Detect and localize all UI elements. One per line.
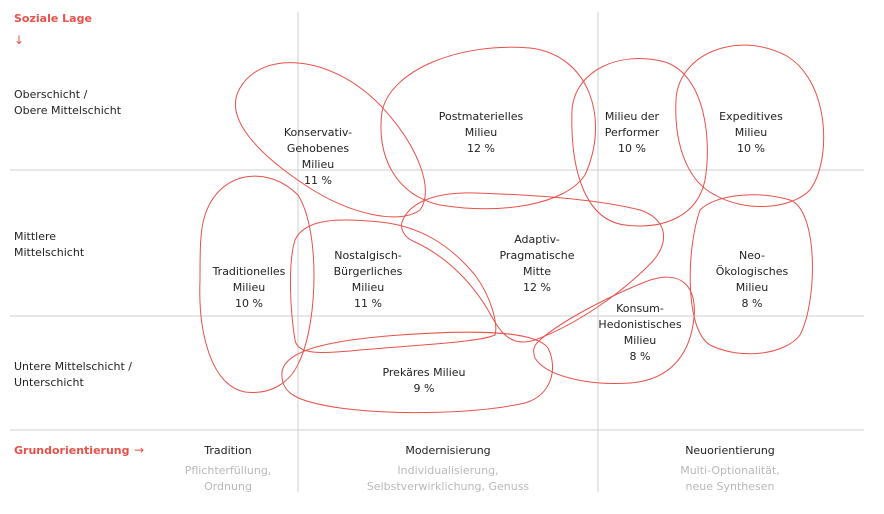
label-traditionell: Traditionelles Milieu 10 % <box>212 265 286 310</box>
outline-performer <box>571 58 708 227</box>
x-axis-title: Grundorientierung <box>14 444 129 457</box>
milieu-share: 11 % <box>354 297 382 310</box>
grid <box>10 12 864 492</box>
milieu-name-line: Adaptiv- <box>514 233 560 246</box>
milieu-name-line: Bürgerliches <box>334 265 403 278</box>
label-prekaer: Prekäres Milieu 9 % <box>382 366 465 395</box>
y-axis-title: Soziale Lage <box>14 12 92 25</box>
milieu-outlines <box>199 44 825 414</box>
x-axis-arrow: → <box>134 443 144 457</box>
milieu-name-line: Hedonistisches <box>598 318 681 331</box>
milieu-name-line: Prekäres Milieu <box>382 366 465 379</box>
milieu-share: 10 % <box>737 142 765 155</box>
milieu-name-line: Pragmatische <box>499 249 574 262</box>
label-nostalgisch: Nostalgisch- Bürgerliches Milieu 11 % <box>334 249 403 310</box>
milieu-name-line: Milieu <box>352 281 384 294</box>
column-sub-tradition-2: Ordnung <box>204 480 252 493</box>
outline-postmateriell <box>380 46 597 210</box>
label-performer: Milieu der Performer 10 % <box>605 110 660 155</box>
milieu-share: 9 % <box>414 382 435 395</box>
milieu-name-line: Postmaterielles <box>439 110 524 123</box>
milieu-share: 8 % <box>630 350 651 363</box>
outline-expeditiv <box>675 44 825 207</box>
milieu-share: 8 % <box>742 297 763 310</box>
milieu-name-line: Nostalgisch- <box>334 249 402 262</box>
outline-konservativ <box>234 62 426 218</box>
milieu-name-line: Milieu <box>735 126 767 139</box>
row-label-middle-2: Mittelschicht <box>14 246 85 259</box>
row-label-upper-2: Obere Mittelschicht <box>14 104 122 117</box>
milieu-name-line: Milieu <box>233 281 265 294</box>
milieu-name-line: Neo- <box>739 249 765 262</box>
column-title-tradition: Tradition <box>203 444 252 457</box>
milieu-name-line: Performer <box>605 126 660 139</box>
milieu-name-line: Milieu <box>624 334 656 347</box>
outline-prekaer <box>281 331 553 414</box>
milieu-name-line: Traditionelles <box>212 265 286 278</box>
milieu-share: 11 % <box>304 174 332 187</box>
row-label-lower-1: Untere Mittelschicht / <box>14 360 132 373</box>
outline-traditionell <box>199 175 315 394</box>
milieu-name-line: Ökologisches <box>716 265 789 278</box>
milieu-share: 10 % <box>235 297 263 310</box>
milieu-name-line: Gehobenes <box>287 142 349 155</box>
row-label-upper-1: Oberschicht / <box>14 88 88 101</box>
outline-adaptiv <box>401 192 664 343</box>
column-sub-modernisierung-1: Individualisierung, <box>397 464 498 477</box>
column-title-modernisierung: Modernisierung <box>405 444 490 457</box>
outline-konsum <box>533 276 695 384</box>
label-neooeko: Neo- Ökologisches Milieu 8 % <box>716 249 789 310</box>
column-sub-neuorientierung-2: neue Synthesen <box>686 480 775 493</box>
label-postmateriell: Postmaterielles Milieu 12 % <box>439 110 524 155</box>
label-expeditiv: Expeditives Milieu 10 % <box>719 110 783 155</box>
milieu-name-line: Milieu <box>302 158 334 171</box>
milieu-name-line: Milieu der <box>605 110 660 123</box>
column-sub-neuorientierung-1: Multi-Optionalität, <box>680 464 780 477</box>
milieu-share: 12 % <box>467 142 495 155</box>
milieu-share: 10 % <box>618 142 646 155</box>
column-sub-modernisierung-2: Selbstverwirklichung, Genuss <box>367 480 530 493</box>
milieu-name-line: Milieu <box>736 281 768 294</box>
label-adaptiv: Adaptiv- Pragmatische Mitte 12 % <box>499 233 574 294</box>
column-sub-tradition-1: Pflichterfüllung, <box>185 464 272 477</box>
row-label-lower-2: Unterschicht <box>14 376 84 389</box>
column-title-neuorientierung: Neuorientierung <box>685 444 775 457</box>
row-label-middle-1: Mittlere <box>14 230 56 243</box>
label-konservativ: Konservativ- Gehobenes Milieu 11 % <box>284 126 352 187</box>
milieu-name-line: Expeditives <box>719 110 783 123</box>
milieu-name-line: Mitte <box>523 265 551 278</box>
outline-nostalgisch <box>289 219 497 354</box>
milieu-name-line: Konservativ- <box>284 126 352 139</box>
label-konsum: Konsum- Hedonistisches Milieu 8 % <box>598 302 681 363</box>
outline-neooeko <box>689 194 813 355</box>
milieu-share: 12 % <box>523 281 551 294</box>
milieu-name-line: Milieu <box>465 126 497 139</box>
y-axis-arrow: ↓ <box>14 33 24 47</box>
milieu-name-line: Konsum- <box>616 302 664 315</box>
